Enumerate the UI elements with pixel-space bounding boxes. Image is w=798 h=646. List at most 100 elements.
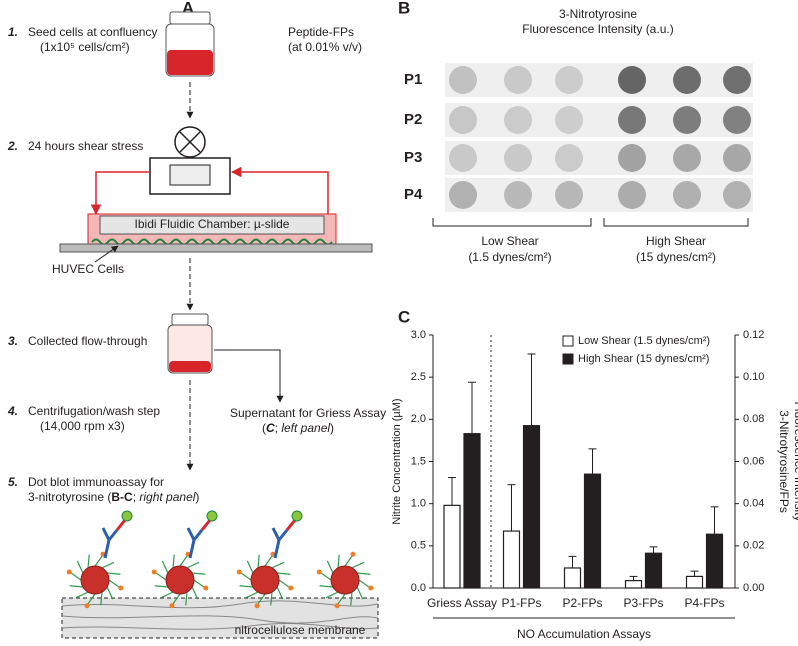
- tag: [254, 603, 260, 609]
- membrane-label: nitrocellulose membrane: [235, 623, 366, 637]
- x-axis-label: NO Accumulation Assays: [517, 627, 651, 641]
- antigen-strand: [239, 571, 252, 581]
- group-label: (15 dynes/cm²): [636, 250, 716, 264]
- antibody: [115, 519, 127, 531]
- step-detail: (14,000 rpm x3): [40, 419, 125, 433]
- supernatant: Supernatant for Griess Assay: [230, 406, 386, 420]
- bracket: [432, 218, 592, 227]
- fluorophore: [206, 510, 218, 522]
- antigen-strand: [172, 554, 175, 568]
- step-number: 2.: [7, 139, 18, 153]
- text: ;: [133, 490, 140, 504]
- y-tick-label: 0.5: [411, 540, 426, 552]
- antigen-strand: [161, 560, 169, 574]
- antibody: [200, 519, 212, 531]
- panel-label: C: [398, 307, 410, 326]
- antibody: [186, 527, 204, 559]
- step-text: 24 hours shear stress: [28, 139, 143, 153]
- y2-tick-label: 0.00: [743, 582, 764, 594]
- antigen-strand: [191, 586, 199, 600]
- blot-strip: [445, 141, 753, 175]
- blot-strip: [445, 103, 753, 137]
- y-tick-label: 2.0: [411, 413, 426, 425]
- x-tick-label: P2-FPs: [562, 596, 602, 610]
- antigen-strand: [326, 560, 334, 574]
- antigen-strand: [192, 572, 206, 575]
- antigen-strand: [270, 592, 273, 606]
- y-tick-label: 1.5: [411, 455, 426, 467]
- text: left panel: [281, 421, 330, 435]
- tag: [316, 569, 322, 575]
- particles: [66, 510, 374, 609]
- bar: [624, 580, 643, 589]
- dot: [504, 181, 532, 209]
- flow-arrow: [230, 166, 329, 214]
- arrow: [214, 349, 284, 403]
- dot: [673, 106, 701, 134]
- dot: [618, 66, 646, 94]
- antigen-strand: [160, 591, 174, 599]
- antigen-strand: [264, 554, 274, 567]
- y2-tick-label: 0.06: [743, 455, 764, 467]
- dot: [449, 181, 477, 209]
- antigen-strand: [154, 571, 167, 581]
- antigen-strand: [154, 585, 168, 588]
- text: ): [195, 490, 199, 504]
- legend-label: High Shear (15 dynes/cm²): [578, 353, 709, 365]
- antigen-strand: [75, 591, 89, 599]
- row-label: P2: [404, 111, 422, 128]
- antigen-strand: [107, 572, 121, 575]
- text: right panel: [139, 490, 195, 504]
- group-label: High Shear: [646, 234, 706, 248]
- bar: [522, 425, 541, 589]
- nanoparticle: [165, 565, 195, 595]
- blot-title: Fluorescence Intensity (a.u.): [522, 22, 673, 36]
- dot: [673, 181, 701, 209]
- chamber-inner: [99, 215, 325, 235]
- dot: [449, 66, 477, 94]
- group-label: Low Shear: [481, 234, 538, 248]
- y-tick-label: 1.0: [411, 498, 426, 510]
- antigen-strand: [101, 561, 115, 569]
- cells-label: HUVEC Cells: [52, 262, 124, 276]
- nanoparticle: [330, 565, 360, 595]
- antigen-strand: [87, 554, 90, 568]
- tag: [84, 603, 90, 609]
- dot: [618, 144, 646, 172]
- bar: [644, 552, 663, 589]
- antigen-strand: [106, 586, 114, 600]
- antigen-strand: [358, 579, 371, 589]
- x-tick-label: P3-FPs: [623, 596, 663, 610]
- pump-cross: [179, 131, 201, 153]
- tag: [151, 569, 157, 575]
- dot: [618, 181, 646, 209]
- antigen-strand: [351, 561, 365, 569]
- bar: [463, 433, 481, 589]
- y2-axis-label: Fluorescence Intensity: [792, 401, 798, 521]
- antigen-strand: [76, 560, 84, 574]
- row-label: P4: [404, 186, 423, 203]
- step-number: 5.: [8, 475, 18, 489]
- dot: [723, 181, 751, 209]
- step-text: Dot blot immunoassay for: [28, 475, 164, 489]
- step-text: Collected flow-through: [28, 334, 147, 348]
- y-tick-label: 3.0: [411, 329, 426, 341]
- step-detail: (1x10⁵ cells/cm²): [40, 40, 130, 54]
- dot: [723, 106, 751, 134]
- step-text: Seed cells at confluency: [28, 25, 157, 39]
- dot: [618, 106, 646, 134]
- antigen-strand: [257, 554, 260, 568]
- fluorophore: [121, 510, 133, 522]
- antigen-strand: [357, 572, 371, 575]
- tag: [236, 569, 242, 575]
- step-number: 3.: [8, 334, 18, 348]
- antigen-strand: [245, 591, 259, 599]
- dot: [555, 106, 583, 134]
- antigen-strand: [94, 554, 104, 567]
- dot: [504, 144, 532, 172]
- group-label: (1.5 dynes/cm²): [468, 250, 551, 264]
- y-axis-label: Nitrite Concentration (µM): [391, 398, 403, 524]
- dot: [723, 66, 751, 94]
- nanoparticle: [80, 565, 110, 595]
- y2-tick-label: 0.02: [743, 540, 764, 552]
